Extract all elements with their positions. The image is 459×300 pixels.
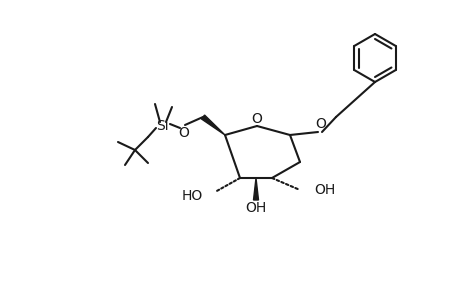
Text: HO: HO: [181, 189, 202, 203]
Text: O: O: [178, 126, 189, 140]
Text: OH: OH: [245, 201, 266, 215]
Text: O: O: [251, 112, 262, 126]
Text: O: O: [315, 117, 326, 131]
Text: Si: Si: [155, 119, 168, 133]
Polygon shape: [253, 178, 258, 200]
Polygon shape: [201, 115, 224, 135]
Text: OH: OH: [313, 183, 335, 197]
